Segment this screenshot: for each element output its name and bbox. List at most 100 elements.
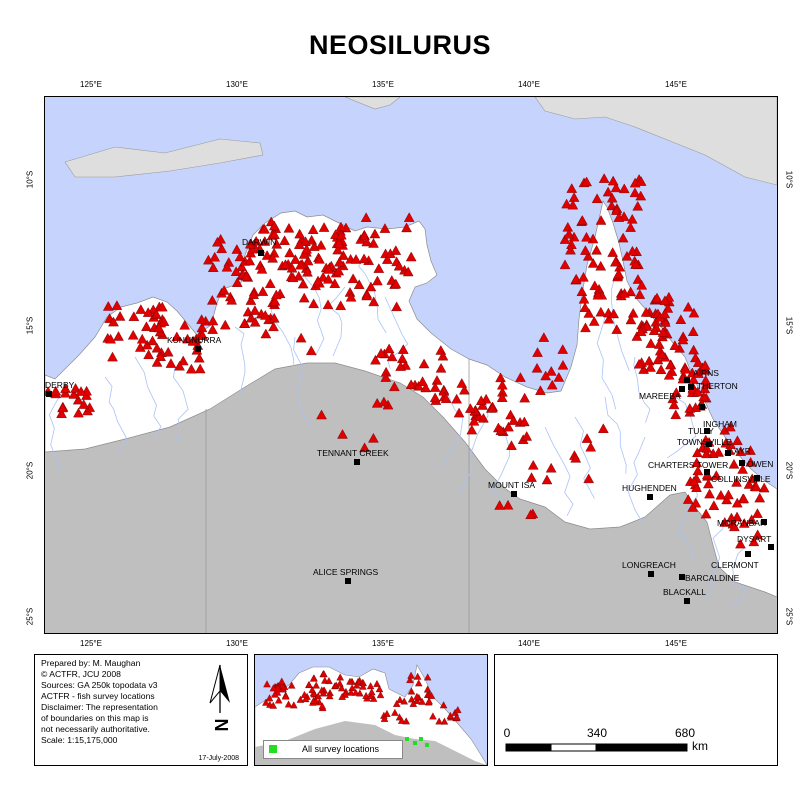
record-marker[interactable] [70, 383, 81, 393]
record-marker[interactable] [295, 259, 306, 270]
record-marker[interactable] [135, 304, 147, 314]
record-marker[interactable] [725, 421, 736, 432]
town-marker[interactable] [647, 494, 653, 500]
record-marker[interactable] [561, 198, 572, 209]
record-marker[interactable] [136, 333, 148, 344]
record-marker[interactable] [475, 395, 487, 405]
record-marker[interactable] [515, 372, 526, 382]
record-marker[interactable] [279, 235, 290, 245]
record-marker[interactable] [322, 299, 334, 310]
record-marker[interactable] [607, 175, 619, 186]
record-marker[interactable] [248, 289, 259, 300]
record-marker[interactable] [194, 363, 206, 374]
record-marker[interactable] [582, 251, 594, 261]
record-marker[interactable] [373, 263, 385, 273]
record-marker[interactable] [332, 244, 344, 255]
record-marker[interactable] [631, 331, 643, 341]
record-marker[interactable] [583, 308, 595, 318]
record-marker[interactable] [290, 254, 301, 264]
record-marker[interactable] [334, 256, 345, 267]
record-marker[interactable] [287, 272, 299, 283]
record-marker[interactable] [127, 329, 139, 340]
record-marker[interactable] [386, 351, 398, 362]
record-marker[interactable] [636, 279, 648, 290]
record-marker[interactable] [519, 392, 531, 403]
record-marker[interactable] [182, 333, 193, 344]
record-marker[interactable] [617, 232, 629, 243]
record-marker[interactable] [715, 489, 727, 500]
record-marker[interactable] [219, 319, 231, 330]
record-marker[interactable] [495, 372, 506, 383]
record-marker[interactable] [335, 300, 347, 310]
record-marker[interactable] [305, 345, 317, 356]
record-marker[interactable] [102, 301, 114, 311]
record-marker[interactable] [608, 308, 620, 319]
record-marker[interactable] [257, 286, 269, 296]
record-marker[interactable] [508, 415, 519, 425]
record-marker[interactable] [525, 509, 536, 520]
record-marker[interactable] [379, 223, 391, 233]
record-marker[interactable] [656, 349, 668, 359]
record-marker[interactable] [318, 222, 330, 232]
record-marker[interactable] [207, 315, 219, 326]
record-marker[interactable] [241, 271, 252, 281]
town-marker[interactable] [725, 450, 731, 456]
record-marker[interactable] [359, 442, 370, 453]
record-marker[interactable] [589, 280, 601, 291]
record-marker[interactable] [648, 325, 660, 335]
record-marker[interactable] [212, 236, 223, 247]
record-marker[interactable] [151, 342, 163, 353]
record-marker[interactable] [578, 293, 590, 304]
record-marker[interactable] [570, 452, 582, 463]
record-marker[interactable] [729, 521, 740, 532]
record-marker[interactable] [302, 255, 314, 266]
record-marker[interactable] [645, 362, 656, 372]
record-marker[interactable] [466, 424, 478, 435]
record-marker[interactable] [249, 305, 261, 315]
record-marker[interactable] [293, 270, 305, 281]
record-marker[interactable] [559, 234, 571, 244]
record-marker[interactable] [453, 407, 465, 418]
record-marker[interactable] [186, 363, 197, 374]
record-marker[interactable] [595, 306, 607, 317]
record-marker[interactable] [142, 307, 154, 317]
record-marker[interactable] [535, 385, 546, 395]
record-marker[interactable] [418, 358, 430, 369]
record-marker[interactable] [234, 251, 246, 262]
record-marker[interactable] [417, 376, 428, 386]
town-marker[interactable] [354, 459, 360, 465]
record-marker[interactable] [250, 235, 262, 246]
record-marker[interactable] [302, 266, 313, 277]
record-marker[interactable] [603, 313, 615, 324]
record-marker[interactable] [588, 316, 600, 326]
record-marker[interactable] [743, 479, 755, 489]
record-marker[interactable] [682, 494, 694, 504]
record-marker[interactable] [541, 474, 553, 485]
town-marker[interactable] [768, 544, 774, 550]
town-marker[interactable] [679, 386, 685, 392]
record-marker[interactable] [216, 243, 228, 254]
record-marker[interactable] [592, 289, 604, 300]
record-marker[interactable] [699, 360, 711, 370]
record-marker[interactable] [207, 324, 218, 334]
record-marker[interactable] [245, 295, 257, 305]
record-marker[interactable] [503, 421, 514, 432]
record-marker[interactable] [151, 309, 162, 319]
record-marker[interactable] [231, 277, 243, 287]
record-marker[interactable] [105, 333, 116, 344]
record-marker[interactable] [526, 472, 537, 482]
record-marker[interactable] [111, 300, 123, 310]
record-marker[interactable] [141, 321, 152, 331]
record-marker[interactable] [626, 213, 638, 224]
main-map[interactable]: DARWIN KUNUNURRA DERBY TENNANT CREEK ALICE S… [44, 96, 778, 634]
town-marker[interactable] [345, 578, 351, 584]
record-marker[interactable] [692, 386, 704, 397]
town-marker[interactable] [679, 574, 685, 580]
record-marker[interactable] [579, 302, 591, 312]
record-marker[interactable] [629, 187, 641, 198]
record-marker[interactable] [218, 285, 230, 295]
record-marker[interactable] [591, 193, 603, 204]
record-marker[interactable] [231, 244, 243, 254]
record-marker[interactable] [698, 391, 709, 402]
record-marker[interactable] [577, 215, 588, 225]
